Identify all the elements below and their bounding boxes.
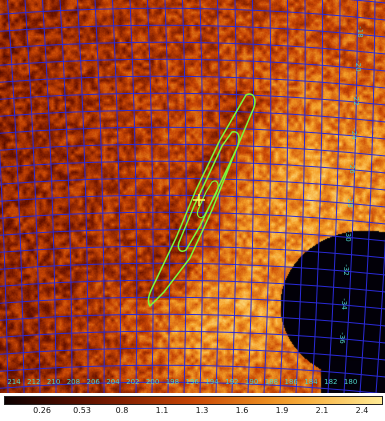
grid-meridian	[94, 0, 105, 393]
grid-parallel	[0, 143, 385, 157]
inner-contour	[177, 131, 240, 252]
grid-parallel	[348, 0, 385, 4]
colorbar	[4, 396, 383, 405]
longitude-label: 204	[106, 378, 120, 386]
grid-parallel	[0, 313, 385, 327]
colorbar-labels: 0.26 0.53 0.8 1.1 1.3 1.6 1.9 2.1 2.4	[0, 404, 385, 421]
grid-parallel	[0, 160, 385, 174]
latitude-labels: -18 -20 -22 -24 -26 -28 -30 -32 -34 -36	[338, 26, 364, 344]
grid-meridian	[359, 0, 376, 393]
colorbar-tick-label: 0.53	[73, 406, 91, 415]
latitude-label: -18	[356, 26, 364, 37]
latitude-label: -32	[342, 264, 350, 275]
latitude-label: -30	[344, 230, 352, 241]
grid-meridian	[279, 0, 289, 393]
longitude-label: 194	[205, 378, 219, 386]
latitude-label: -34	[340, 298, 348, 310]
grid-parallel	[0, 262, 385, 276]
grid-meridian	[311, 0, 324, 393]
latitude-label: -20	[354, 60, 362, 71]
longitude-label: 186	[285, 378, 299, 386]
grid-parallel	[0, 364, 385, 378]
grid-meridian	[112, 0, 121, 393]
grid-parallel	[0, 194, 385, 208]
longitude-label: 208	[67, 378, 80, 386]
grid-meridian	[129, 0, 138, 393]
grid-meridian	[247, 0, 255, 393]
grid-parallel	[0, 347, 385, 361]
longitude-label: 202	[126, 378, 139, 386]
grid-meridian	[199, 0, 204, 393]
latitude-label: -36	[338, 332, 346, 344]
grid-parallel	[0, 92, 385, 106]
longitude-label: 182	[324, 378, 337, 386]
grid-meridian	[295, 0, 306, 393]
longitude-label: 180	[344, 378, 357, 386]
grid-meridian	[343, 0, 358, 393]
grid-meridian	[24, 0, 41, 393]
longitude-labels: 214 212 210 208 206 204 202 200 198 196 194 192 190 1…	[7, 378, 357, 386]
grid-meridian	[0, 147, 9, 393]
grid-meridian	[164, 0, 171, 393]
grid-meridian	[231, 0, 238, 393]
longitude-label: 198	[166, 378, 179, 386]
grid-parallel	[0, 228, 385, 242]
longitude-label: 190	[245, 378, 258, 386]
colorbar-tick-label: 0.8	[115, 406, 129, 415]
colorbar-tick-label: 1.6	[235, 406, 249, 415]
colorbar-tick-label: 1.1	[155, 406, 169, 415]
latitude-label: -24	[350, 128, 358, 140]
latitude-label: -28	[346, 196, 354, 207]
longitude-label: 200	[146, 378, 159, 386]
contour-set	[147, 93, 256, 308]
grid-meridian	[375, 237, 385, 393]
longitude-label: 206	[87, 378, 101, 386]
colorbar-tick-label: 2.4	[355, 406, 369, 415]
cross-marker-icon	[193, 194, 205, 206]
grid-parallel	[0, 279, 385, 293]
grid-parallel	[0, 330, 385, 344]
coordinate-grid	[0, 0, 385, 393]
latitude-label: -22	[352, 94, 360, 105]
overlay-layer: 214 212 210 208 206 204 202 200 198 196 194 192 190 1…	[0, 0, 385, 393]
longitude-label: 212	[27, 378, 40, 386]
latitude-label: -26	[348, 162, 356, 174]
grid-meridian	[327, 0, 341, 393]
grid-parallel	[0, 296, 385, 310]
grid-meridian	[182, 0, 187, 393]
longitude-label: 188	[265, 378, 278, 386]
longitude-label: 214	[7, 378, 21, 386]
colorbar-tick-label: 1.3	[195, 406, 209, 415]
grid-parallel	[0, 109, 385, 123]
grid-parallel	[0, 211, 385, 225]
grid-parallel	[0, 177, 385, 191]
grid-meridian	[59, 0, 73, 393]
outer-contour	[147, 93, 256, 308]
grid-meridian	[147, 0, 154, 393]
colorbar-tick-label: 1.9	[275, 406, 289, 415]
grid-parallel	[0, 75, 385, 89]
grid-parallel	[0, 7, 385, 21]
grid-parallel	[0, 41, 385, 55]
longitude-label: 210	[47, 378, 60, 386]
grid-meridian	[215, 0, 221, 393]
grid-meridian	[77, 0, 89, 393]
core-contour	[196, 180, 219, 219]
longitude-label: 184	[304, 378, 318, 386]
longitude-label: 196	[186, 378, 200, 386]
grid-parallel	[0, 245, 385, 259]
grid-parallel	[0, 58, 385, 72]
grid-parallel	[0, 24, 385, 38]
longitude-label: 192	[225, 378, 238, 386]
colorbar-tick-label: 2.1	[315, 406, 329, 415]
grid-parallel	[0, 126, 385, 140]
colorbar-tick-label: 0.26	[33, 406, 51, 415]
grid-parallel	[0, 381, 381, 393]
grid-meridian	[7, 0, 25, 393]
